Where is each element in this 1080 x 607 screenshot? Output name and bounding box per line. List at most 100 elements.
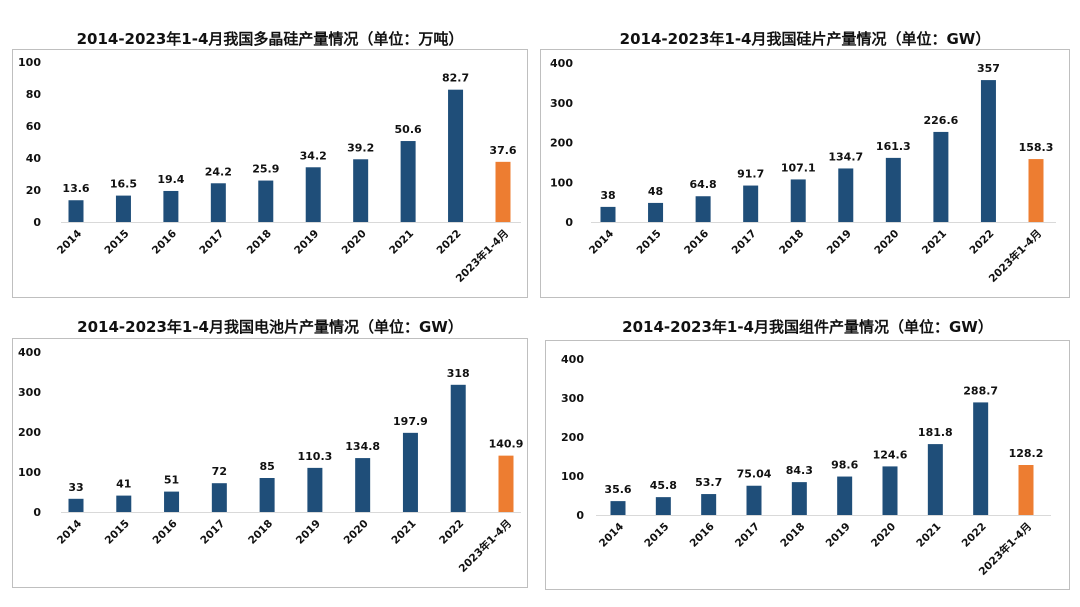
bar-2016 [164, 491, 180, 512]
x-tick-label: 2019 [292, 228, 321, 257]
x-tick-label: 2016 [151, 518, 180, 547]
data-label: 161.3 [876, 140, 911, 153]
data-label: 45.8 [650, 479, 677, 492]
data-label: 85 [259, 460, 274, 473]
bar-2017 [743, 185, 759, 222]
y-tick-label: 300 [550, 97, 573, 110]
x-tick-label: 2020 [340, 228, 369, 257]
data-label: 318 [447, 367, 470, 380]
x-tick-label: 2014 [597, 521, 626, 550]
x-tick-label: 2018 [778, 521, 807, 550]
bar-2022 [973, 402, 989, 515]
data-label: 64.8 [690, 178, 717, 191]
bar-2020 [882, 466, 898, 515]
bar-2017 [211, 483, 227, 512]
bar-2019 [305, 167, 321, 222]
bar-2014 [600, 206, 616, 222]
bar-2016 [701, 494, 717, 515]
y-tick-label: 300 [18, 386, 41, 399]
data-label: 181.8 [918, 426, 953, 439]
x-tick-label: 2016 [688, 521, 717, 550]
x-tick-label: 2017 [730, 228, 759, 257]
bar-2021 [933, 131, 949, 222]
y-tick-label: 100 [550, 176, 573, 189]
y-tick-label: 400 [561, 353, 584, 366]
y-tick-label: 100 [18, 466, 41, 479]
bar-2022 [448, 89, 464, 223]
y-tick-label: 60 [26, 120, 42, 133]
bar-2022 [980, 80, 996, 222]
x-tick-label: 2019 [825, 228, 854, 257]
bar-2015 [655, 497, 671, 515]
data-label: 53.7 [695, 476, 722, 489]
bar-2015 [648, 202, 664, 222]
data-label: 158.3 [1019, 141, 1054, 154]
x-tick-label: 2016 [682, 228, 711, 257]
y-tick-label: 300 [561, 392, 584, 405]
y-tick-label: 0 [565, 216, 573, 229]
x-tick-label: 2016 [150, 228, 179, 257]
x-tick-label: 2021 [914, 521, 943, 550]
x-tick-label: 2017 [733, 521, 762, 550]
data-label: 48 [648, 185, 663, 198]
bar-2023年1-4月 [498, 455, 514, 512]
y-tick-label: 80 [26, 88, 42, 101]
y-tick-label: 400 [18, 346, 41, 359]
x-tick-label: 2021 [920, 228, 949, 257]
data-label: 128.2 [1009, 447, 1044, 460]
x-tick-label: 2015 [642, 521, 671, 550]
bar-2014 [610, 501, 626, 515]
bar-2021 [400, 141, 416, 222]
data-label: 98.6 [831, 459, 858, 472]
chart-1-polysilicon: 0 20 40 60 80 100 13.6 2014 16.5 2015 19.4 2016 24.2… [12, 49, 528, 298]
bar-2014 [68, 200, 84, 222]
bar-2018 [258, 180, 274, 222]
data-label: 82.7 [442, 72, 469, 85]
x-tick-label: 2019 [294, 518, 323, 547]
x-tick-label: 2018 [777, 228, 806, 257]
y-tick-label: 40 [26, 152, 42, 165]
bar-2020 [885, 157, 901, 222]
bar-2022 [450, 384, 466, 512]
x-tick-label: 2018 [245, 228, 274, 257]
data-label: 39.2 [347, 141, 374, 154]
bar-2023年1-4月 [495, 161, 511, 222]
x-tick-label: 2022 [960, 521, 989, 550]
bar-2016 [163, 190, 179, 222]
y-tick-label: 0 [33, 506, 41, 519]
data-label: 84.3 [786, 464, 813, 477]
bar-2019 [837, 476, 853, 515]
x-tick-label: 2021 [387, 228, 416, 257]
bar-2019 [307, 467, 323, 512]
bar-2018 [790, 179, 806, 222]
data-label: 25.9 [252, 163, 279, 176]
x-tick-label: 2015 [103, 518, 132, 547]
x-tick-label: 2014 [55, 228, 84, 257]
y-tick-label: 400 [550, 57, 573, 70]
data-label: 288.7 [963, 384, 998, 397]
data-label: 50.6 [395, 123, 422, 136]
chart-1-title: 2014-2023年1-4月我国多晶硅产量情况（单位：万吨） [76, 30, 464, 48]
x-tick-label: 2020 [342, 518, 371, 547]
data-label: 41 [116, 478, 131, 491]
data-label: 16.5 [110, 178, 137, 191]
data-label: 75.04 [737, 468, 772, 481]
bar-2015 [116, 495, 132, 512]
bar-2017 [746, 485, 762, 515]
bar-2023年1-4月 [1028, 159, 1044, 222]
y-tick-label: 100 [561, 470, 584, 483]
data-label: 140.9 [489, 438, 524, 451]
x-tick-label: 2015 [102, 228, 131, 257]
data-label: 37.6 [489, 144, 516, 157]
bar-2018 [791, 482, 807, 515]
data-label: 72 [212, 465, 227, 478]
x-tick-label: 2014 [587, 228, 616, 257]
x-tick-label: 2022 [437, 518, 466, 547]
bar-2017 [210, 183, 226, 222]
x-tick-label: 2022 [435, 228, 464, 257]
x-tick-label: 2018 [246, 518, 275, 547]
data-label: 124.6 [873, 448, 908, 461]
data-label: 357 [977, 62, 1000, 75]
chart-2-title: 2014-2023年1-4月我国硅片产量情况（单位：GW） [619, 30, 991, 48]
y-tick-label: 0 [33, 216, 41, 229]
